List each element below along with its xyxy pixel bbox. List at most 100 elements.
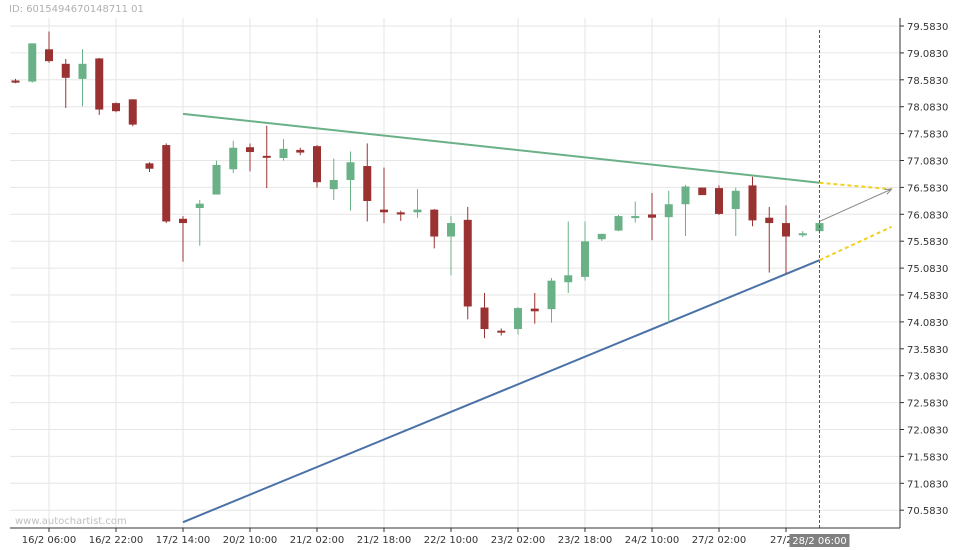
candle-body [597, 233, 606, 240]
candle-body [45, 49, 53, 62]
x-tick-label: 21/2 02:00 [290, 535, 344, 546]
candle [597, 233, 606, 241]
candle-body [396, 212, 405, 215]
candle [262, 125, 271, 189]
candle [45, 31, 53, 63]
candle [731, 187, 740, 236]
candle [614, 214, 623, 232]
candle-body [112, 103, 120, 112]
candle-body [530, 308, 539, 312]
y-tick-label: 71.0830 [907, 479, 948, 490]
candle-body [162, 145, 171, 222]
candle-body [363, 166, 372, 202]
y-tick-label: 75.5830 [907, 237, 948, 248]
chart-id-label: ID: 6015494670148711 01 [9, 4, 144, 15]
watermark: www.autochartist.com [15, 516, 127, 527]
candle [61, 58, 70, 108]
x-tick-label: 23/2 02:00 [491, 535, 545, 546]
y-tick-label: 72.0830 [907, 426, 948, 437]
current-time-label-bg [789, 534, 850, 547]
candle-body [413, 209, 422, 213]
candle-body [296, 149, 305, 153]
candle-body [463, 219, 472, 307]
candle [296, 147, 305, 156]
candle [564, 221, 573, 294]
candle [497, 328, 506, 336]
candle-body [681, 186, 690, 205]
candle [430, 209, 439, 249]
candle-body [497, 330, 506, 333]
candle-body [731, 190, 740, 210]
y-tick-label: 78.0830 [907, 103, 948, 114]
y-tick-label: 75.0830 [907, 264, 948, 275]
candle [195, 199, 204, 246]
candle-body [346, 162, 355, 181]
candle-body [798, 233, 807, 236]
candle-body [480, 307, 489, 330]
x-tick-label: 16/2 06:00 [22, 535, 76, 546]
y-tick-label: 74.5830 [907, 291, 948, 302]
y-tick-label: 77.5830 [907, 130, 948, 141]
projection-arrow-line [819, 188, 892, 222]
candle-body [246, 147, 254, 153]
x-tick-label: 22/2 10:00 [424, 535, 478, 546]
candle-body [547, 280, 556, 310]
candle [346, 151, 355, 211]
candle-body [11, 80, 20, 83]
candle [798, 231, 807, 238]
candle [145, 162, 154, 172]
candle-body [648, 214, 656, 218]
candle-body [128, 99, 137, 125]
candle [664, 190, 673, 323]
y-tick-label: 79.0830 [907, 49, 948, 60]
candle-body [698, 187, 707, 196]
candle [179, 216, 187, 262]
candle [112, 102, 120, 113]
candle [765, 206, 774, 273]
candle [547, 277, 556, 323]
candle [313, 145, 321, 188]
current-time-label: 28/2 06:00 [792, 536, 846, 547]
candle [329, 158, 338, 200]
candle-body [765, 217, 774, 224]
candle [413, 189, 422, 218]
candle-body [782, 223, 790, 237]
candle-body [631, 216, 640, 219]
candles [11, 31, 824, 339]
candle [212, 160, 221, 195]
candle-body [262, 155, 271, 158]
x-tick-label: 27/2 02:00 [692, 535, 746, 546]
resistance-line [182, 112, 820, 184]
candle-body [614, 216, 623, 231]
candle [396, 210, 405, 221]
candle-body [715, 188, 723, 214]
candle [11, 78, 20, 84]
candle [162, 143, 171, 224]
x-tick-label: 21/2 18:00 [357, 535, 411, 546]
candle [246, 143, 254, 172]
candle [748, 176, 757, 227]
y-tick-label: 71.5830 [907, 452, 948, 463]
candle [581, 221, 589, 281]
x-tick-label: 20/2 10:00 [223, 535, 277, 546]
candle-body [279, 148, 288, 158]
projection-arrow-head [884, 188, 893, 195]
candle-body [581, 241, 589, 277]
x-tick-label: 23/2 18:00 [558, 535, 612, 546]
candle [78, 49, 87, 107]
y-tick-label: 73.5830 [907, 345, 948, 356]
candle-body [61, 63, 70, 78]
x-tick-label: 16/2 22:00 [89, 535, 143, 546]
candle-body [95, 58, 104, 110]
y-tick-label: 78.5830 [907, 76, 948, 87]
candle-body [748, 185, 757, 221]
pattern-lines [182, 112, 820, 524]
candle [128, 99, 137, 127]
forecast-upper-line [819, 181, 892, 191]
x-tick-label: 17/2 14:00 [156, 535, 210, 546]
candle-body [212, 164, 221, 195]
forecast-lower-line [819, 225, 892, 262]
candle [463, 206, 472, 320]
candle [782, 205, 790, 275]
